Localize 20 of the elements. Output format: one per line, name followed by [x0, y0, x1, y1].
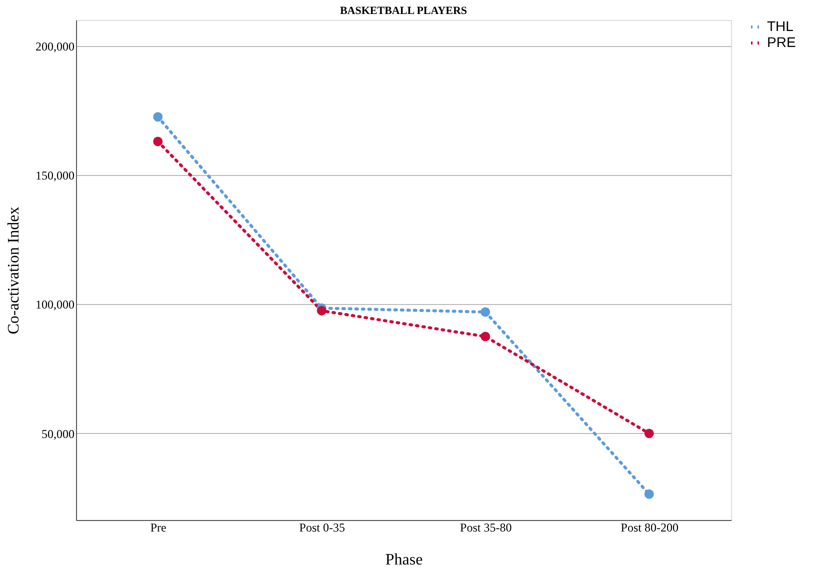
x-tick-label: Post 35-80 [460, 520, 512, 534]
y-tick-label: 150,000 [36, 168, 74, 183]
y-tick-label: 100,000 [36, 298, 74, 312]
x-tick-label: Post 80-200 [620, 520, 678, 534]
point [480, 307, 490, 317]
x-tick-label: Pre [150, 520, 166, 534]
point [316, 306, 326, 316]
y-axis-title: Co-activation Index [6, 206, 22, 334]
x-axis-title: Phase [385, 552, 423, 568]
x-tick-label: Post 0-35 [299, 520, 345, 534]
chart-title: BASKETBALL PLAYERS [340, 5, 468, 17]
legend-label: PRE [767, 34, 796, 50]
point [644, 428, 654, 438]
legend-label: THL [767, 18, 794, 34]
point [644, 489, 654, 499]
y-tick-label: 50,000 [42, 426, 74, 441]
point [480, 332, 490, 342]
point [153, 136, 163, 146]
y-tick-label: 200,000 [36, 39, 74, 54]
point [153, 112, 163, 122]
